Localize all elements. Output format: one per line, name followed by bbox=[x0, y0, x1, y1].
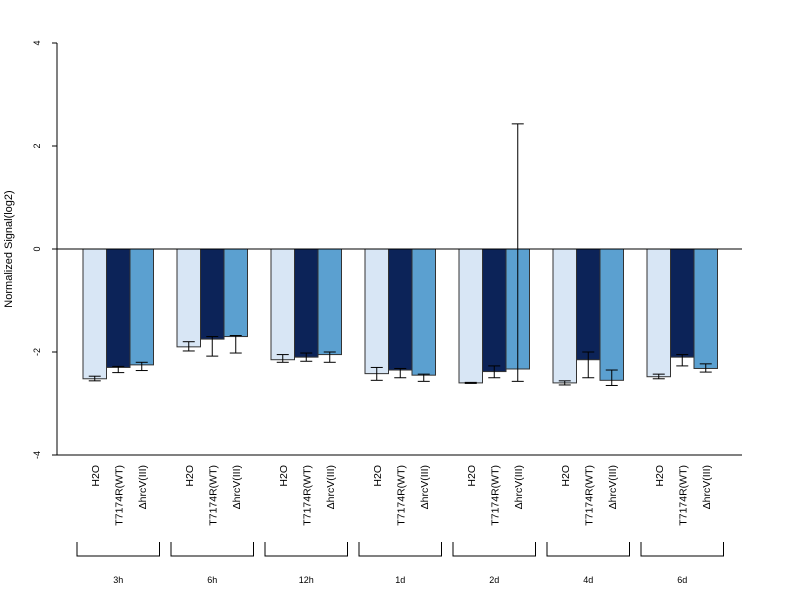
y-tick-label: -2 bbox=[32, 348, 42, 356]
bar bbox=[670, 248, 695, 358]
category-label: H2O bbox=[372, 465, 384, 487]
group-label: 4d bbox=[583, 575, 593, 585]
bar bbox=[646, 248, 671, 378]
y-tick-label: 0 bbox=[32, 246, 42, 251]
category-label: H2O bbox=[654, 465, 666, 487]
bar bbox=[693, 248, 718, 369]
bar bbox=[176, 248, 201, 348]
group-bracket bbox=[358, 542, 442, 557]
category-label: H2O bbox=[560, 465, 572, 487]
bar bbox=[552, 248, 577, 384]
y-tick-label: 2 bbox=[32, 143, 42, 148]
group-bracket bbox=[170, 542, 254, 557]
error-bars-layer bbox=[88, 123, 712, 386]
category-label: T7174R(WT) bbox=[207, 465, 219, 526]
bar bbox=[106, 248, 131, 368]
y-axis-label: Normalized Signal(log2) bbox=[3, 190, 15, 307]
bar bbox=[411, 248, 436, 376]
category-label: H2O bbox=[278, 465, 290, 487]
bar bbox=[200, 248, 225, 340]
category-label: ΔhrcV(III) bbox=[231, 465, 243, 509]
bar bbox=[364, 248, 389, 375]
category-label: T7174R(WT) bbox=[301, 465, 313, 526]
bar bbox=[294, 248, 319, 358]
group-label: 6d bbox=[677, 575, 687, 585]
group-brackets: 3h 6h 12h 1d 2d 4d 6d bbox=[76, 542, 724, 585]
category-label: T7174R(WT) bbox=[677, 465, 689, 526]
bar bbox=[388, 248, 413, 371]
category-label: H2O bbox=[184, 465, 196, 487]
group-label: 2d bbox=[489, 575, 499, 585]
group-bracket bbox=[452, 542, 536, 557]
category-label: T7174R(WT) bbox=[583, 465, 595, 526]
bar bbox=[223, 248, 248, 338]
category-labels: H2O T7174R(WT) ΔhrcV(III) H2O T7174R(WT) Δhrc… bbox=[90, 465, 713, 526]
bar bbox=[82, 248, 107, 380]
y-axis: -4 -2 0 2 4 bbox=[32, 40, 58, 459]
y-tick-label: -4 bbox=[32, 451, 42, 459]
group-bracket bbox=[264, 542, 348, 557]
bar bbox=[317, 248, 342, 356]
category-label: ΔhrcV(III) bbox=[325, 465, 337, 509]
bars-layer bbox=[82, 248, 718, 384]
bar bbox=[599, 248, 624, 381]
category-label: ΔhrcV(III) bbox=[701, 465, 713, 509]
category-label: ΔhrcV(III) bbox=[607, 465, 619, 509]
category-label: T7174R(WT) bbox=[113, 465, 125, 526]
group-bracket bbox=[76, 542, 160, 557]
group-label: 3h bbox=[113, 575, 123, 585]
bar bbox=[129, 248, 154, 366]
category-label: T7174R(WT) bbox=[395, 465, 407, 526]
category-label: H2O bbox=[466, 465, 478, 487]
category-label: ΔhrcV(III) bbox=[513, 465, 525, 509]
category-label: ΔhrcV(III) bbox=[419, 465, 431, 509]
bar bbox=[576, 248, 601, 361]
category-label: ΔhrcV(III) bbox=[137, 465, 149, 509]
category-label: H2O bbox=[90, 465, 102, 487]
group-label: 6h bbox=[207, 575, 217, 585]
group-label: 12h bbox=[299, 575, 314, 585]
bar bbox=[270, 248, 295, 361]
bar bbox=[458, 248, 483, 384]
category-label: T7174R(WT) bbox=[489, 465, 501, 526]
group-label: 1d bbox=[395, 575, 405, 585]
y-tick-label: 4 bbox=[32, 40, 42, 45]
bar bbox=[482, 248, 507, 373]
group-bracket bbox=[546, 542, 630, 557]
group-bracket bbox=[640, 542, 724, 557]
